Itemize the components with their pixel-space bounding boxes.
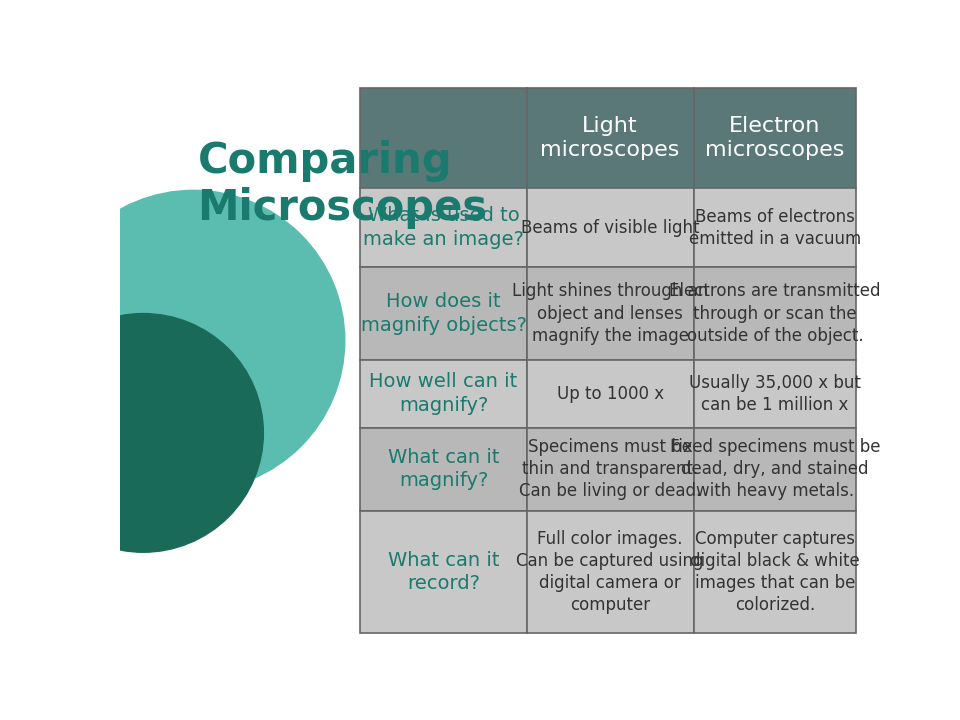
Text: Light shines through an
object and lenses
magnify the image: Light shines through an object and lense… [512,282,708,345]
Bar [693,510,856,633]
Text: How does it
magnify objects?: How does it magnify objects? [361,292,527,335]
Bar [693,428,856,510]
Bar [360,360,527,428]
Bar [527,188,693,267]
Text: Beams of electrons
emitted in a vacuum: Beams of electrons emitted in a vacuum [688,207,861,248]
Bar [527,428,693,510]
Text: Up to 1000 x: Up to 1000 x [557,384,663,402]
Bar [360,88,527,188]
Bar [693,267,856,360]
Text: Fixed specimens must be
dead, dry, and stained
with heavy metals.: Fixed specimens must be dead, dry, and s… [670,438,880,500]
Text: What can it
magnify?: What can it magnify? [388,448,499,490]
Text: Electron
microscopes: Electron microscopes [706,116,845,161]
Bar [693,360,856,428]
Bar [527,267,693,360]
Text: Electrons are transmitted
through or scan the
outside of the object.: Electrons are transmitted through or sca… [669,282,880,345]
Circle shape [42,190,345,490]
Circle shape [23,313,263,552]
Bar [360,188,527,267]
Bar [527,88,693,188]
Text: What can it
record?: What can it record? [388,551,499,593]
Bar [693,88,856,188]
Text: What is used to
make an image?: What is used to make an image? [363,207,524,249]
Text: How well can it
magnify?: How well can it magnify? [370,372,517,415]
Text: Comparing
Microscopes: Comparing Microscopes [198,140,488,229]
Text: Specimens must be
thin and transparent.
Can be living or dead.: Specimens must be thin and transparent. … [519,438,702,500]
Bar [360,510,527,633]
Bar [360,428,527,510]
Bar [360,267,527,360]
Text: Beams of visible light: Beams of visible light [521,219,700,237]
Text: Usually 35,000 x but
can be 1 million x: Usually 35,000 x but can be 1 million x [689,374,861,414]
Text: Computer captures
digital black & white
images that can be
colorized.: Computer captures digital black & white … [690,530,860,614]
Text: Full color images.
Can be captured using
digital camera or
computer: Full color images. Can be captured using… [516,530,704,614]
Bar [693,188,856,267]
Bar [527,510,693,633]
Text: Light
microscopes: Light microscopes [540,116,680,161]
Bar [527,360,693,428]
